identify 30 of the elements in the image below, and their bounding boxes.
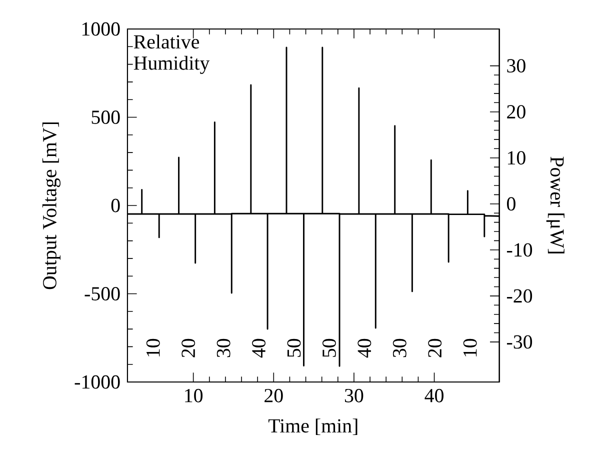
annotation: 40 [252,338,266,358]
y2-tick-label: 30 [507,59,526,73]
y2-tick-label: -20 [506,289,532,303]
annotation: 30 [392,338,406,358]
annotation: 40 [358,338,372,358]
x-axis-title: Time [min] [268,418,358,436]
x-tick-label: 40 [424,388,444,402]
x-tick-label: 20 [264,388,283,402]
annotation: 10 [146,338,160,356]
y-tick-label: -500 [84,287,120,300]
y-axis-title: Output Voltage [mV] [42,122,61,290]
annotation: 20 [182,338,196,358]
y-tick-label: 500 [92,110,120,124]
annotation: 30 [216,338,230,358]
y2-tick-label: -30 [506,335,532,349]
annotation: 20 [428,338,442,358]
y-tick-label: 1000 [82,22,120,36]
y2-tick-label: 20 [507,105,526,119]
x-tick-label: 10 [185,388,203,402]
y2-axis-title: Power [μW] [546,156,564,254]
annotation: 50 [287,338,301,357]
y2-tick-label: -10 [506,243,532,257]
annotation: 10 [463,338,477,356]
y-tick-label: 0 [111,198,120,212]
y2-tick-label: 0 [506,197,516,211]
annotation: 50 [322,338,336,357]
annotation: Relative Humidity [134,34,210,74]
x-tick-label: 30 [344,388,364,402]
y-tick-label: -1000 [74,375,120,389]
y2-tick-label: 10 [508,151,526,165]
